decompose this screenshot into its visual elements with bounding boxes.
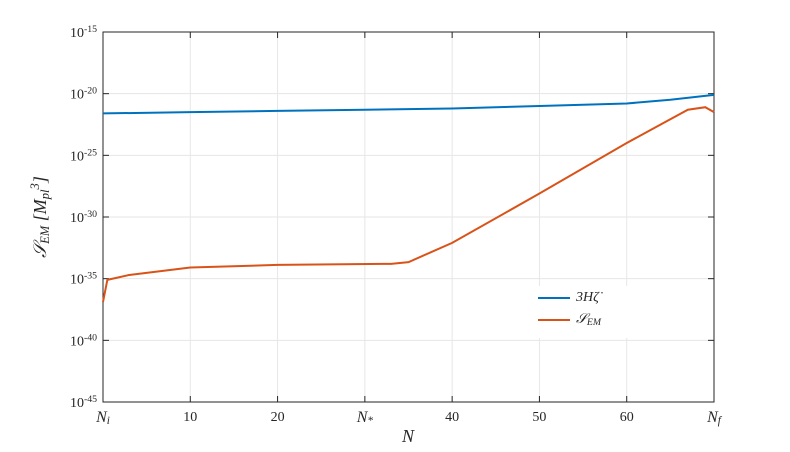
- x-tick-label: 20: [271, 410, 285, 425]
- x-axis-label: N: [401, 426, 415, 446]
- legend-label: 3Hζ̇: [575, 290, 603, 305]
- y-tick-label: 10-30: [70, 209, 97, 226]
- y-tick-label: 10-35: [70, 270, 97, 287]
- x-tick-label: 10: [183, 410, 197, 425]
- y-axis-label: 𝒮EM [Mpl3]: [28, 176, 52, 258]
- y-tick-label: 10-20: [70, 85, 97, 102]
- legend-box: [530, 286, 640, 338]
- x-tick-label: Nf: [706, 409, 723, 427]
- x-tick-label: 60: [620, 410, 634, 425]
- x-tick-label: 40: [445, 410, 459, 425]
- data-line: [102, 93, 715, 115]
- y-tick-label: 10-45: [70, 394, 97, 411]
- data-line: [102, 106, 715, 303]
- plot-frame: [102, 31, 715, 403]
- y-tick-label: 10-15: [70, 24, 97, 41]
- x-tick-label: N*: [356, 409, 374, 427]
- y-tick-label: 10-25: [70, 147, 97, 164]
- x-tick-label: Ni: [95, 409, 110, 427]
- x-tick-label: 50: [532, 410, 546, 425]
- y-tick-label: 10-40: [70, 332, 97, 349]
